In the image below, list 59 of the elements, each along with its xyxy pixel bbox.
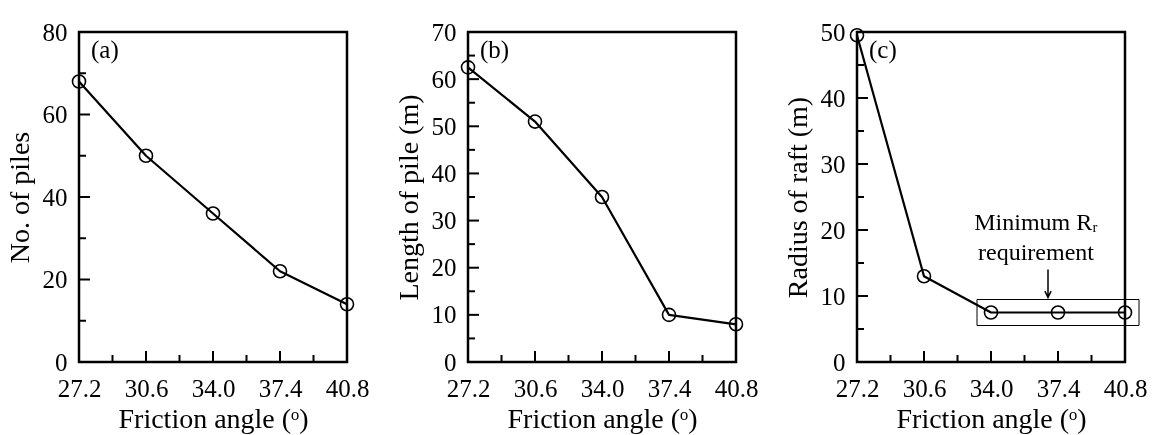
y-tick-label: 10 bbox=[431, 301, 457, 329]
y-tick-label: 40 bbox=[820, 84, 846, 112]
y-tick-label: 50 bbox=[431, 112, 457, 140]
y-tick-label: 40 bbox=[42, 183, 68, 211]
y-tick-label: 40 bbox=[431, 159, 457, 187]
x-tick-label: 37.4 bbox=[1036, 374, 1081, 402]
x-tick-label: 34.0 bbox=[580, 374, 625, 402]
y-tick-label: 10 bbox=[820, 282, 846, 310]
x-tick-label: 40.8 bbox=[325, 374, 370, 402]
y-tick-label: 30 bbox=[820, 150, 846, 178]
y-tick-label: 20 bbox=[820, 216, 846, 244]
annotation: (a) bbox=[91, 36, 119, 64]
point bbox=[594, 189, 610, 205]
x-tick-label: 37.4 bbox=[647, 374, 692, 402]
y-tick-label: 60 bbox=[42, 101, 68, 128]
x-axis-title: Friction angle (ᵒ) bbox=[118, 402, 309, 434]
point bbox=[460, 60, 476, 75]
y-tick-label: 70 bbox=[431, 18, 457, 46]
y-tick-label: 60 bbox=[431, 65, 457, 93]
annotation: Minimum Rᵣ requirement bbox=[974, 208, 1098, 265]
point bbox=[916, 268, 932, 284]
y-axis-title: No. of piles bbox=[3, 131, 35, 264]
point bbox=[339, 296, 355, 312]
x-tick-label: 30.6 bbox=[902, 374, 947, 402]
y-axis-title: Length of pile (m) bbox=[392, 94, 424, 301]
point bbox=[849, 27, 865, 43]
y-tick-label: 20 bbox=[431, 254, 457, 282]
x-tick-label: 34.0 bbox=[969, 374, 1014, 402]
y-axis-title: Radius of raft (m) bbox=[781, 96, 813, 299]
point bbox=[272, 263, 288, 279]
point bbox=[728, 316, 744, 332]
point bbox=[1117, 305, 1133, 320]
point bbox=[138, 148, 154, 164]
x-tick-label: 37.4 bbox=[258, 374, 303, 402]
x-tick-label: 40.8 bbox=[714, 374, 759, 402]
y-tick-label: 0 bbox=[55, 348, 68, 376]
x-tick-label: 34.0 bbox=[191, 374, 236, 402]
x-tick-label: 27.2 bbox=[57, 374, 102, 402]
point bbox=[71, 74, 87, 89]
x-axis-title: Friction angle (ᵒ) bbox=[896, 402, 1087, 434]
x-tick-label: 30.6 bbox=[124, 374, 169, 402]
x-axis-title: Friction angle (ᵒ) bbox=[507, 402, 698, 434]
y-tick-label: 0 bbox=[833, 348, 846, 376]
x-tick-label: 27.2 bbox=[446, 374, 491, 402]
y-tick-label: 80 bbox=[42, 18, 68, 46]
x-tick-label: 27.2 bbox=[835, 374, 880, 402]
y-tick-label: 30 bbox=[431, 207, 457, 235]
y-tick-label: 50 bbox=[820, 18, 846, 46]
point bbox=[1050, 305, 1066, 320]
annotation: (c) bbox=[869, 36, 897, 64]
point bbox=[661, 307, 677, 323]
point bbox=[205, 206, 221, 221]
x-tick-label: 30.6 bbox=[513, 374, 558, 402]
point bbox=[527, 114, 543, 129]
point bbox=[983, 305, 999, 320]
y-tick-label: 0 bbox=[444, 348, 457, 376]
annotation: (b) bbox=[480, 36, 510, 64]
y-tick-label: 20 bbox=[42, 266, 68, 293]
x-tick-label: 40.8 bbox=[1103, 374, 1148, 402]
